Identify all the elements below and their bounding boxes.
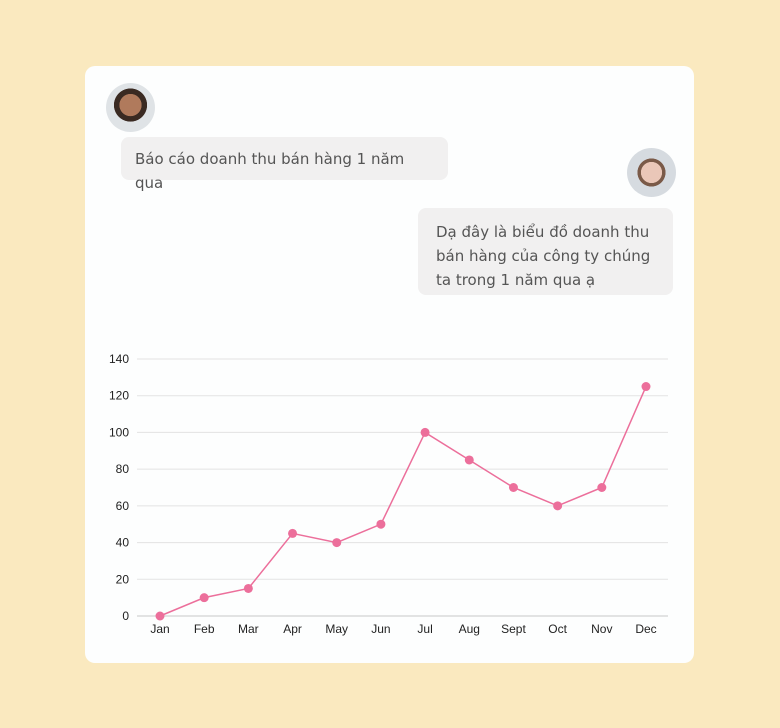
- data-point-feb: [199, 593, 209, 603]
- data-point-apr: [288, 528, 298, 538]
- data-point-mar: [243, 583, 253, 593]
- x-tick-label: Mar: [238, 622, 259, 636]
- data-point-aug: [464, 455, 474, 465]
- y-tick-label: 80: [116, 462, 130, 476]
- x-tick-label: Apr: [283, 622, 302, 636]
- data-point-sept: [508, 483, 518, 492]
- y-tick-label: 0: [122, 609, 129, 623]
- x-tick-label: Feb: [194, 622, 215, 636]
- assistant-avatar: [627, 148, 676, 197]
- x-tick-label: Aug: [459, 622, 480, 636]
- x-tick-label: Jun: [371, 622, 390, 636]
- y-tick-label: 20: [116, 572, 130, 586]
- assistant-message: Dạ đây là biểu đồ doanh thu bán hàng của…: [418, 208, 673, 295]
- y-tick-label: 40: [116, 536, 130, 550]
- y-tick-label: 120: [109, 389, 129, 403]
- x-tick-label: Jan: [150, 622, 169, 636]
- y-tick-label: 100: [109, 425, 129, 439]
- data-point-dec: [641, 382, 651, 392]
- x-tick-label: Jul: [417, 622, 432, 636]
- user-avatar: [106, 83, 155, 132]
- x-tick-label: Oct: [548, 622, 567, 636]
- y-tick-label: 140: [109, 352, 129, 366]
- x-tick-label: Dec: [635, 622, 656, 636]
- user-message: Báo cáo doanh thu bán hàng 1 năm qua: [121, 137, 448, 192]
- x-tick-label: Nov: [591, 622, 612, 636]
- data-point-jan: [155, 611, 165, 621]
- data-point-jun: [376, 519, 386, 529]
- y-tick-label: 60: [116, 499, 130, 513]
- series-line: [159, 386, 647, 617]
- x-tick-label: Sept: [501, 622, 526, 636]
- data-point-nov: [597, 483, 607, 492]
- data-point-jul: [420, 427, 430, 437]
- data-point-may: [332, 538, 342, 548]
- x-tick-label: May: [325, 622, 348, 636]
- data-point-oct: [553, 501, 563, 511]
